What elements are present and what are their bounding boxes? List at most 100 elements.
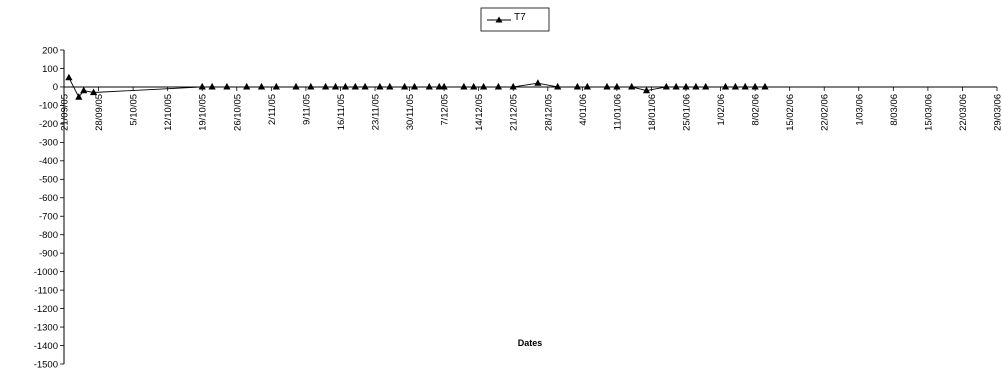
data-point-marker — [761, 82, 769, 90]
data-point-marker — [662, 82, 670, 90]
data-point-marker — [603, 82, 611, 90]
x-tick-label: 4/01/06 — [578, 94, 589, 126]
data-point-marker — [75, 93, 83, 100]
data-point-marker — [361, 82, 369, 90]
x-tick-label: 22/03/06 — [958, 94, 969, 131]
x-tick-label: 16/11/05 — [336, 94, 347, 130]
data-point-marker — [425, 82, 433, 90]
y-tick-label: -800 — [39, 230, 58, 241]
x-tick-label: 15/02/06 — [785, 94, 796, 131]
data-point-marker — [435, 82, 443, 90]
data-point-marker — [440, 82, 448, 90]
data-point-marker — [494, 82, 502, 90]
y-tick-label: -400 — [39, 156, 58, 167]
y-tick-label: -700 — [39, 212, 58, 223]
data-point-marker — [307, 82, 315, 90]
data-point-marker — [554, 82, 562, 90]
y-tick-label: -200 — [39, 119, 58, 130]
data-point-marker — [198, 82, 206, 90]
data-point-marker — [90, 88, 98, 96]
x-tick-label: 14/12/05 — [474, 94, 485, 131]
x-tick-label: 21/09/05 — [60, 94, 71, 131]
data-point-marker — [509, 82, 517, 90]
data-point-marker — [628, 82, 636, 90]
x-tick-label: 12/10/05 — [163, 94, 174, 131]
x-axis-title: Dates — [518, 338, 543, 348]
data-point-marker — [741, 82, 749, 90]
data-point-marker — [65, 73, 73, 81]
data-point-marker — [223, 82, 231, 90]
x-tick-label: 19/10/05 — [198, 94, 209, 131]
data-point-marker — [272, 82, 280, 90]
data-point-marker — [80, 86, 88, 94]
data-point-marker — [208, 82, 216, 90]
x-tick-label: 1/02/06 — [716, 94, 727, 126]
y-tick-label: 100 — [42, 64, 58, 75]
data-point-marker — [573, 82, 581, 90]
y-tick-label: -1200 — [34, 304, 58, 315]
y-tick-label: -1000 — [34, 267, 58, 278]
legend-box — [480, 7, 550, 32]
legend-marker-triangle — [495, 16, 503, 23]
data-point-marker — [460, 82, 468, 90]
data-point-marker — [243, 82, 251, 90]
data-point-marker — [341, 82, 349, 90]
x-tick-label: 11/01/06 — [612, 94, 623, 130]
data-point-marker — [470, 82, 478, 90]
x-tick-label: 22/02/06 — [820, 94, 831, 131]
legend: T7 — [480, 7, 550, 32]
data-point-marker — [672, 82, 680, 90]
x-tick-label: 15/03/06 — [923, 94, 934, 131]
data-point-marker — [534, 79, 542, 86]
x-tick-label: 28/12/05 — [543, 94, 554, 131]
data-point-marker — [583, 82, 591, 90]
data-point-marker — [401, 82, 409, 90]
x-tick-label: 28/09/05 — [94, 94, 105, 131]
data-point-marker — [331, 82, 340, 90]
data-point-marker — [386, 82, 394, 90]
y-tick-label: -1400 — [34, 341, 58, 352]
y-axis: 200 100 0 -100 -200 -300 -400 -500 -600 -700 -800 -… — [34, 45, 65, 369]
y-tick-label: -600 — [39, 193, 58, 204]
legend-label-t7: T7 — [514, 12, 526, 23]
data-point-marker — [682, 82, 690, 90]
x-tick-label: 23/11/05 — [371, 94, 382, 130]
data-point-marker — [692, 82, 700, 90]
data-point-marker — [721, 82, 730, 90]
x-tick-label: 29/03/06 — [993, 94, 1002, 131]
x-tick-label: 18/01/06 — [647, 94, 658, 131]
series-t7 — [65, 73, 769, 100]
data-point-marker — [292, 82, 300, 90]
x-tick-label: 2/11/05 — [267, 94, 278, 125]
y-tick-label: 0 — [53, 82, 58, 93]
y-tick-label: -300 — [39, 138, 58, 149]
x-tick-label: 9/11/05 — [301, 94, 312, 125]
x-tick-label: 21/12/05 — [509, 94, 520, 131]
y-tick-label: -1500 — [34, 359, 58, 369]
x-tick-label: 30/11/05 — [405, 94, 416, 130]
data-point-marker — [351, 82, 359, 90]
y-tick-label: -900 — [39, 248, 58, 259]
data-point-marker — [642, 86, 651, 94]
x-tick-label: 8/03/06 — [889, 94, 900, 126]
data-point-marker — [410, 82, 419, 90]
data-point-marker — [376, 82, 384, 90]
x-tick-label: 25/01/06 — [682, 94, 693, 131]
data-point-marker — [257, 82, 266, 90]
x-tick-label: 8/02/06 — [751, 94, 762, 126]
y-tick-label: -1300 — [34, 322, 58, 333]
x-tick-label: 5/10/05 — [129, 94, 140, 126]
y-tick-label: -100 — [39, 101, 58, 112]
data-point-marker — [751, 82, 759, 90]
y-tick-label: -500 — [39, 175, 58, 186]
y-tick-label: -1100 — [34, 285, 58, 296]
data-point-marker — [702, 82, 710, 90]
data-point-marker — [480, 82, 488, 90]
x-tick-label: 1/03/06 — [854, 94, 865, 126]
data-point-marker — [322, 82, 330, 90]
x-tick-label: 26/10/05 — [232, 94, 243, 131]
y-tick-label: 200 — [42, 45, 58, 56]
x-tick-label: 7/12/05 — [440, 94, 451, 126]
x-axis: 21/09/05 28/09/05 5/10/05 12/10/05 19/10/05 2… — [60, 86, 1002, 131]
